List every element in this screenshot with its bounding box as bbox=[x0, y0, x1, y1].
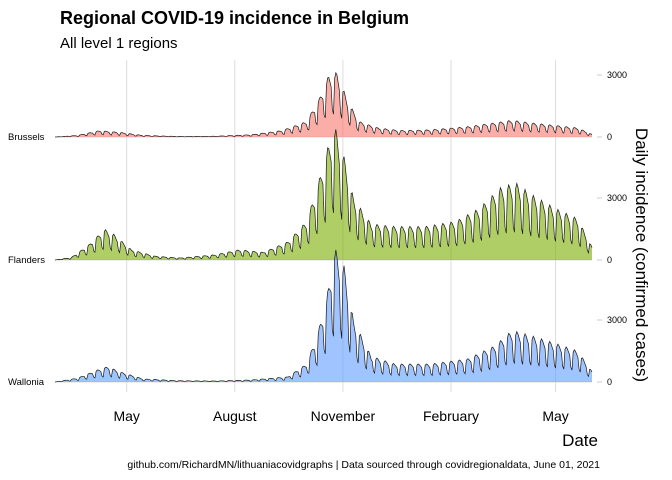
series-area-wallonia bbox=[55, 249, 592, 382]
x-tick-label: November bbox=[311, 408, 376, 424]
y-tick-label: 0 bbox=[607, 377, 612, 387]
chart-caption: github.com/RichardMN/lithuaniacovidgraph… bbox=[127, 459, 600, 471]
x-tick-label: May bbox=[542, 408, 568, 424]
chart-subtitle: All level 1 regions bbox=[60, 35, 178, 52]
x-axis-title: Date bbox=[562, 431, 598, 450]
y-axis-title: Daily incidence (confirmed cases) bbox=[632, 128, 651, 382]
series-areas bbox=[54, 71, 593, 383]
y-tick-label: 3000 bbox=[607, 70, 627, 80]
y-tick-label: 0 bbox=[607, 132, 612, 142]
y-tick-label: 0 bbox=[607, 255, 612, 265]
axis-labels: May August November February May 0 3000 0 3000 0 3… bbox=[8, 70, 651, 450]
x-tick-label: May bbox=[113, 408, 139, 424]
series-area-flanders bbox=[55, 129, 592, 260]
series-label: Wallonia bbox=[8, 377, 45, 388]
series-label: Brussels bbox=[8, 132, 45, 143]
series-line-brussels bbox=[54, 71, 593, 138]
series-area-brussels bbox=[55, 72, 592, 137]
series-line-wallonia bbox=[54, 249, 593, 383]
x-tick-label: February bbox=[423, 408, 479, 424]
series-label: Flanders bbox=[8, 255, 45, 266]
x-tick-label: August bbox=[213, 408, 257, 424]
chart-title: Regional COVID-19 incidence in Belgium bbox=[60, 8, 410, 28]
y-tick-label: 3000 bbox=[607, 193, 627, 203]
y-tick-label: 3000 bbox=[607, 315, 627, 325]
series-line-flanders bbox=[54, 129, 593, 261]
